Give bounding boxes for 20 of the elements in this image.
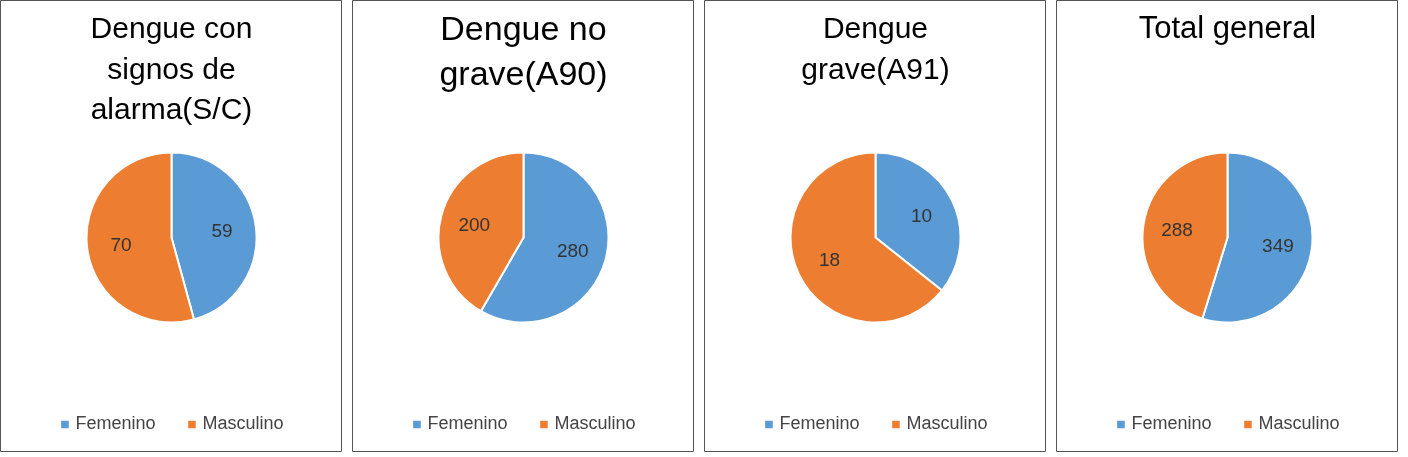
legend-label: Masculino — [1258, 413, 1340, 434]
data-label: 349 — [1262, 234, 1294, 256]
legend-label: Femenino — [1131, 413, 1212, 434]
data-label: 18 — [818, 249, 841, 271]
data-label: 70 — [110, 233, 132, 255]
legend-label: Masculino — [906, 413, 988, 434]
legend-label: Femenino — [75, 413, 156, 434]
legend-label: Masculino — [554, 413, 636, 434]
chart-title: Total general — [1138, 10, 1317, 45]
chart-title: Dengue con signos de alarma(S/C) — [90, 11, 253, 125]
data-label: 10 — [910, 204, 933, 226]
legend-label: Femenino — [427, 413, 508, 434]
legend-label: Femenino — [779, 413, 860, 434]
chart-title: Dengue grave(A91) — [801, 11, 950, 85]
data-label: 200 — [458, 213, 491, 235]
data-label: 280 — [556, 240, 589, 262]
data-label: 59 — [211, 220, 233, 242]
data-label: 288 — [1161, 219, 1193, 241]
legend-label: Masculino — [202, 413, 284, 434]
chart-title: Dengue no grave(A90) — [439, 8, 608, 93]
